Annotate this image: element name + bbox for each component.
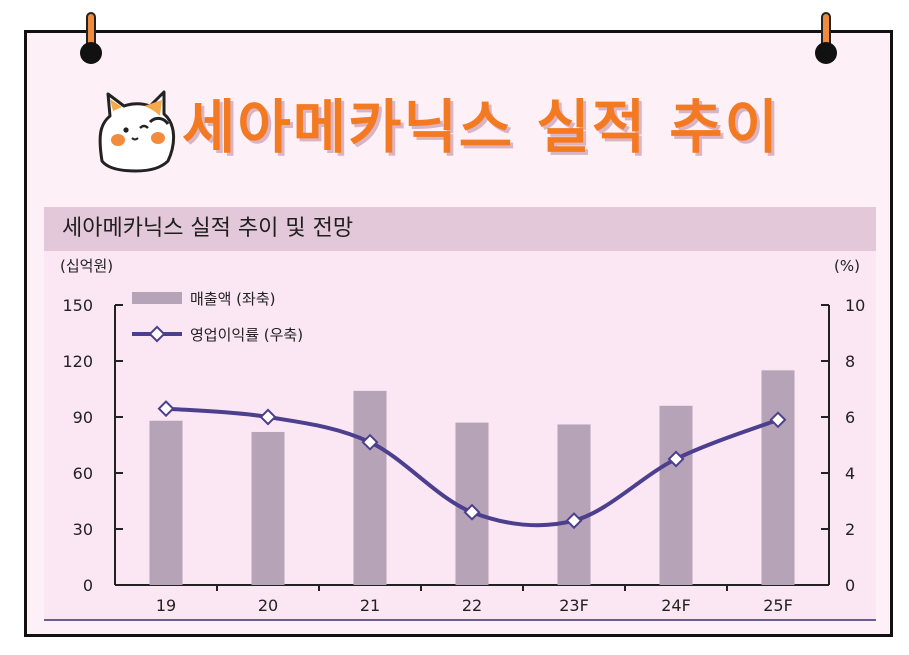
chart-title: 세아메카닉스 실적 추이 및 전망 (62, 216, 354, 241)
x-axis-tick-label: 20 (258, 596, 278, 615)
revenue-bar (761, 370, 795, 585)
chart-bottom-rule (44, 619, 876, 621)
revenue-bar (149, 420, 183, 585)
cat-mascot-illustration (98, 90, 175, 173)
right-axis-unit-label: (%) (834, 257, 860, 275)
page-headline: 세아메카닉스 실적 추이 (182, 93, 780, 161)
right-axis-tick-label: 10 (845, 296, 865, 315)
chart-panel-header: 세아메카닉스 실적 추이 및 전망 (44, 207, 876, 251)
operating-margin-marker (565, 512, 583, 530)
left-axis-unit-label: (십억원) (60, 257, 113, 275)
revenue-bar (557, 424, 591, 585)
x-axis-tick-label: 24F (661, 596, 691, 615)
legend-swatch-margin-marker (148, 325, 166, 343)
operating-margin-marker (667, 450, 685, 468)
left-axis-tick-label: 0 (83, 576, 93, 595)
legend-label-margin: 영업이익률 (우축) (190, 326, 303, 344)
revenue-bar (659, 405, 693, 585)
binder-hole-right (815, 42, 837, 64)
legend-swatch-revenue (132, 292, 182, 304)
x-axis-tick-label: 19 (156, 596, 176, 615)
operating-margin-marker (259, 408, 277, 426)
revenue-bar (353, 390, 387, 585)
right-axis-tick-label: 6 (845, 408, 855, 427)
left-axis-tick-label: 150 (62, 296, 93, 315)
operating-margin-marker (157, 400, 175, 418)
operating-margin-marker (463, 503, 481, 521)
left-axis-tick-label: 120 (62, 352, 93, 371)
x-axis-tick-label: 23F (559, 596, 589, 615)
x-axis-tick-label: 21 (360, 596, 380, 615)
legend-label-revenue: 매출액 (좌축) (190, 290, 275, 308)
right-axis-tick-label: 2 (845, 520, 855, 539)
left-axis-tick-label: 60 (73, 464, 93, 483)
x-axis-tick-label: 25F (763, 596, 793, 615)
operating-margin-marker (769, 411, 787, 429)
left-axis-tick-label: 90 (73, 408, 93, 427)
x-axis-tick-label: 22 (462, 596, 482, 615)
revenue-bar (251, 431, 285, 585)
right-axis-tick-label: 8 (845, 352, 855, 371)
right-axis-tick-label: 4 (845, 464, 855, 483)
left-axis-tick-label: 30 (73, 520, 93, 539)
binder-hole-left (80, 42, 102, 64)
operating-margin-marker (361, 433, 379, 451)
right-axis-tick-label: 0 (845, 576, 855, 595)
